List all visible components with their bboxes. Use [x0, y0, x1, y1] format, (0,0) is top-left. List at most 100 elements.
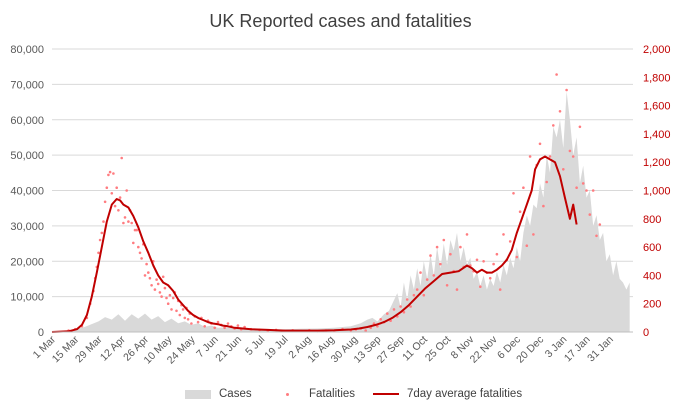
fatality-point — [492, 262, 495, 266]
fatality-point — [465, 233, 469, 236]
fatality-point — [588, 213, 592, 216]
y-left-tick-label: 30,000 — [10, 221, 44, 233]
legend-label-cases: Cases — [219, 388, 252, 400]
fatality-point — [97, 251, 100, 255]
fatality-point — [98, 238, 102, 242]
fatality-point — [108, 170, 112, 174]
fatality-point — [512, 192, 515, 195]
x-tick-label: 29 Mar — [73, 333, 105, 365]
fatality-point — [123, 216, 127, 219]
y-right-tick-label: 1,800 — [643, 72, 671, 84]
fatality-point — [515, 255, 519, 259]
y-right-tick-label: 0 — [643, 327, 649, 339]
fatality-point — [475, 258, 479, 262]
fatality-point — [102, 220, 105, 223]
cases-swatch — [185, 389, 211, 399]
x-tick-label: 22 Nov — [468, 333, 501, 366]
fatality-point — [120, 156, 123, 160]
fatality-point — [155, 278, 158, 281]
fatality-point — [160, 295, 163, 298]
fatality-point — [412, 293, 416, 297]
x-tick-label: 19 Jul — [262, 334, 290, 362]
fatality-point — [455, 288, 459, 291]
fatality-point — [145, 262, 148, 266]
avg-fatalities-line — [51, 155, 578, 333]
fatality-point — [585, 189, 588, 192]
cases-area — [52, 91, 630, 332]
cases-area-layer — [52, 91, 630, 332]
y-left-tick-label: 20,000 — [10, 256, 44, 268]
y-left-tick-label: 60,000 — [10, 115, 44, 127]
avg-swatch — [373, 393, 399, 395]
fatality-point — [223, 326, 226, 330]
y-right-tick-label: 1,400 — [643, 129, 671, 141]
legend-item-fatalities: Fatalities — [275, 388, 355, 400]
fatality-point — [419, 271, 422, 274]
fatality-point — [562, 168, 565, 171]
fatality-point — [138, 251, 142, 255]
fatality-point — [425, 278, 429, 281]
fatality-point — [190, 322, 193, 325]
fatality-point — [479, 285, 482, 289]
fatality-point — [112, 172, 115, 175]
fatality-point — [591, 189, 595, 192]
y-right-tick-label: 200 — [643, 299, 661, 311]
fatality-point — [163, 286, 167, 290]
fatality-point — [105, 186, 109, 189]
legend-label-avg: 7day average fatalities — [407, 388, 523, 400]
fatality-point — [575, 186, 578, 189]
fatality-point — [140, 257, 143, 260]
y-left-tick-label: 70,000 — [10, 79, 44, 91]
y-right-tick-label: 1,000 — [643, 186, 671, 198]
fatality-point — [482, 260, 485, 263]
fatality-point — [508, 240, 512, 243]
fatality-point — [522, 186, 525, 189]
fatality-point — [409, 305, 412, 308]
fatality-point — [439, 262, 442, 266]
y-right-tick-label: 1,600 — [643, 101, 671, 113]
fatality-point — [153, 288, 157, 291]
x-tick-label: 25 Oct — [423, 334, 453, 364]
fatality-point — [186, 318, 190, 321]
fatality-point — [161, 275, 165, 279]
fatality-point — [545, 180, 548, 184]
fatality-point — [178, 313, 182, 317]
fatality-point — [196, 320, 200, 324]
fatality-point — [135, 228, 138, 232]
fatality-point — [571, 155, 575, 158]
y-left-tick-label: 40,000 — [10, 186, 44, 198]
fatality-point — [488, 276, 492, 280]
y-left-tick-label: 10,000 — [10, 292, 44, 304]
fatality-point — [532, 233, 535, 236]
fatality-point — [166, 302, 170, 306]
fatality-point — [115, 186, 118, 189]
fatality-point — [498, 288, 502, 291]
fatality-point — [143, 274, 147, 277]
fatality-point — [415, 288, 419, 291]
fatality-point — [598, 223, 602, 226]
fatality-point — [170, 308, 173, 311]
fatality-point — [118, 196, 122, 199]
fatality-point — [181, 308, 185, 311]
fatality-point — [435, 245, 439, 249]
fatality-point — [578, 125, 582, 129]
fatality-point — [183, 316, 187, 320]
fatality-point — [399, 305, 402, 308]
fatality-point — [402, 310, 406, 314]
fatalities-swatch — [275, 390, 301, 399]
fatality-point — [216, 320, 220, 324]
fatality-point — [110, 192, 114, 195]
fatality-point — [449, 252, 452, 256]
fatality-point — [542, 204, 545, 208]
fatality-point — [113, 204, 117, 208]
fatality-point — [502, 233, 505, 236]
fatality-point — [376, 325, 379, 328]
fatality-point — [379, 318, 383, 321]
fatality-point — [203, 325, 206, 328]
y-left-tick-label: 0 — [38, 327, 44, 339]
fatality-point — [117, 209, 120, 212]
fatality-point — [555, 73, 558, 76]
x-tick-label: 31 Jan — [585, 334, 616, 365]
legend-item-avg: 7day average fatalities — [373, 388, 522, 400]
